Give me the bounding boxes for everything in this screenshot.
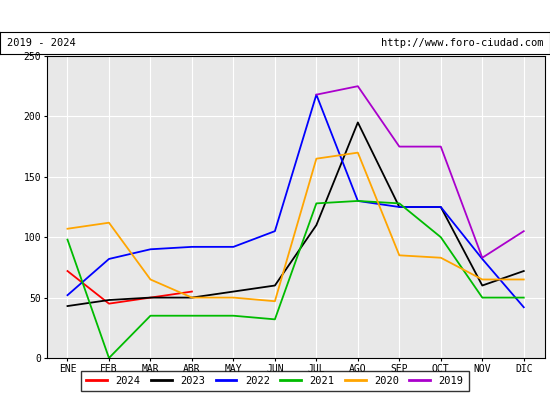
Legend: 2024, 2023, 2022, 2021, 2020, 2019: 2024, 2023, 2022, 2021, 2020, 2019 <box>81 371 469 391</box>
Text: http://www.foro-ciudad.com: http://www.foro-ciudad.com <box>381 38 543 48</box>
Text: 2019 - 2024: 2019 - 2024 <box>7 38 75 48</box>
Text: Evolucion Nº Turistas Extranjeros en el municipio de Barxeta: Evolucion Nº Turistas Extranjeros en el … <box>47 10 503 22</box>
